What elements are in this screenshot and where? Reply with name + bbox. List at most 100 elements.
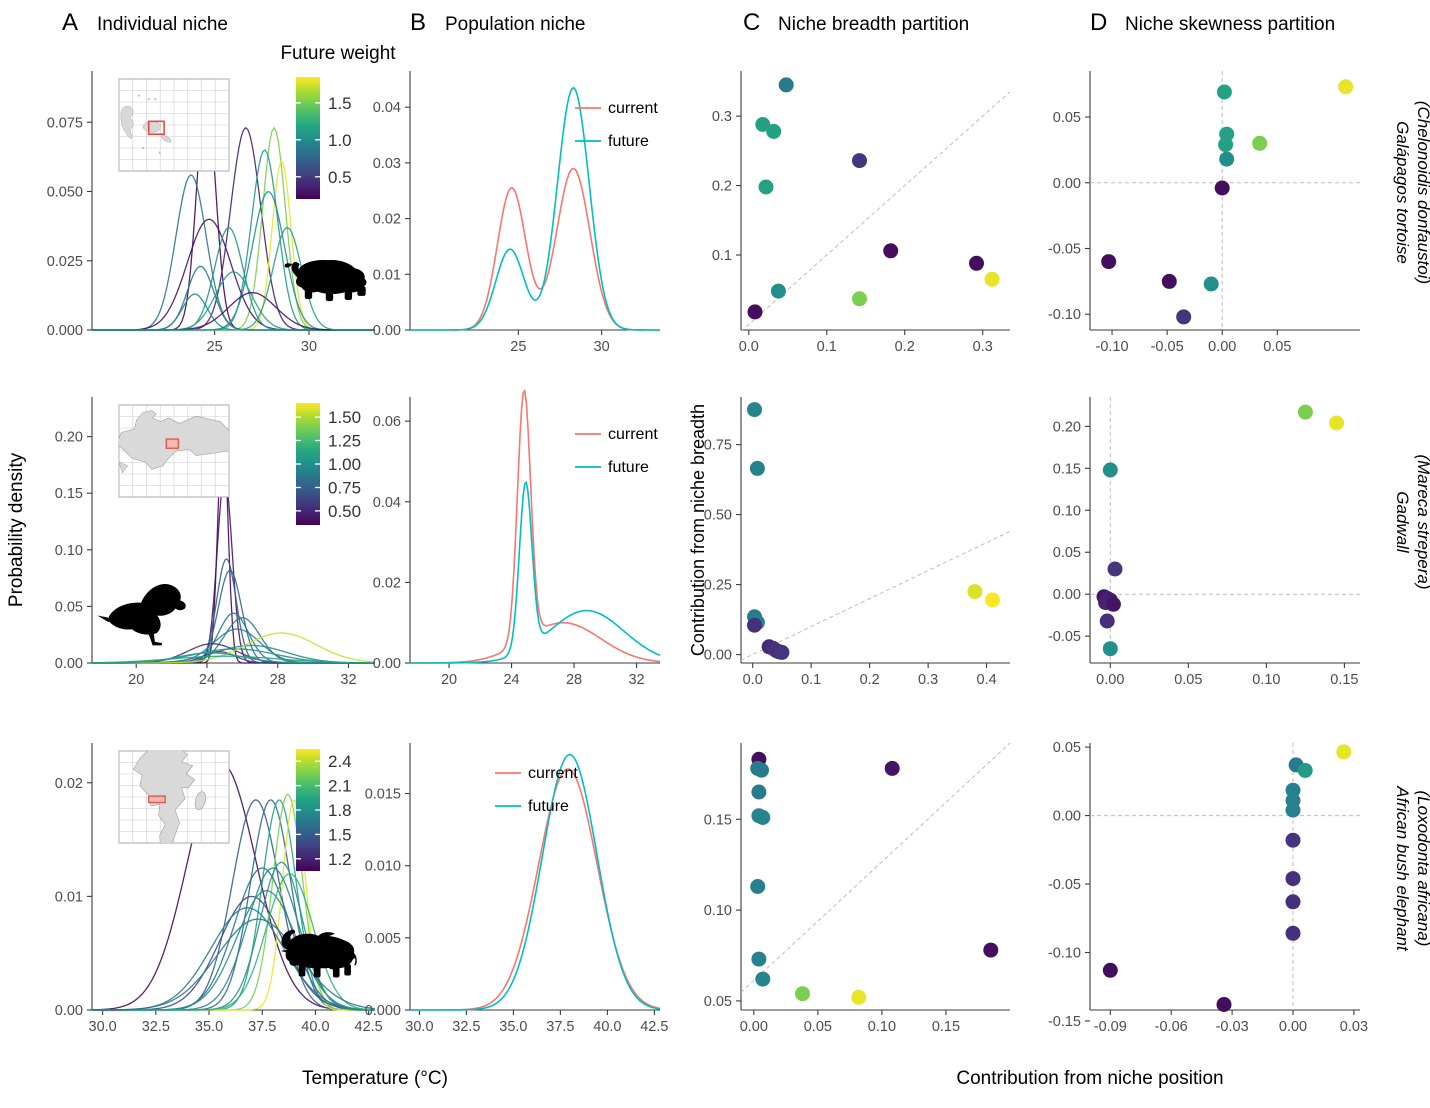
svg-text:0.00: 0.00 [1096, 672, 1124, 688]
svg-text:Galápagos tortoise: Galápagos tortoise [1393, 121, 1412, 264]
svg-text:0.10: 0.10 [704, 903, 732, 919]
svg-text:future: future [608, 133, 649, 150]
svg-text:0.1: 0.1 [801, 672, 821, 688]
svg-text:B: B [410, 9, 426, 36]
svg-text:0.00: 0.00 [1053, 809, 1081, 825]
svg-text:24: 24 [503, 672, 519, 688]
svg-text:1.5: 1.5 [328, 94, 352, 113]
svg-text:0.15: 0.15 [1330, 672, 1358, 688]
svg-text:0.075: 0.075 [47, 115, 83, 131]
svg-text:28: 28 [566, 672, 582, 688]
svg-text:0.00: 0.00 [740, 1019, 768, 1035]
svg-text:2.1: 2.1 [328, 777, 352, 796]
svg-text:20: 20 [128, 672, 144, 688]
svg-text:Population niche: Population niche [445, 14, 586, 35]
svg-text:0.00: 0.00 [373, 323, 401, 339]
svg-text:0.00: 0.00 [1279, 1019, 1307, 1035]
svg-text:Gadwall: Gadwall [1393, 491, 1412, 554]
svg-text:25: 25 [510, 339, 526, 355]
svg-text:25: 25 [207, 339, 223, 355]
svg-text:20: 20 [441, 672, 457, 688]
svg-text:0.00: 0.00 [704, 648, 732, 664]
svg-text:0.010: 0.010 [365, 859, 401, 875]
svg-text:-0.05: -0.05 [1048, 629, 1081, 645]
svg-text:30.0: 30.0 [89, 1019, 117, 1035]
svg-text:1.2: 1.2 [328, 850, 352, 869]
svg-text:Future weight: Future weight [280, 43, 396, 64]
svg-text:0.01: 0.01 [55, 889, 83, 905]
svg-text:0.15: 0.15 [55, 486, 83, 502]
svg-text:35.0: 35.0 [499, 1019, 527, 1035]
svg-text:Individual niche: Individual niche [97, 14, 228, 35]
svg-text:-0.06: -0.06 [1155, 1019, 1188, 1035]
svg-text:0.25: 0.25 [704, 578, 732, 594]
svg-text:0.10: 0.10 [868, 1019, 896, 1035]
svg-text:0.02: 0.02 [373, 575, 401, 591]
svg-text:32.5: 32.5 [142, 1019, 170, 1035]
svg-text:30: 30 [301, 339, 317, 355]
svg-text:Niche breadth partition: Niche breadth partition [778, 14, 969, 35]
svg-text:0.00: 0.00 [1053, 587, 1081, 603]
svg-text:0.2: 0.2 [895, 339, 915, 355]
svg-text:37.5: 37.5 [546, 1019, 574, 1035]
svg-text:future: future [608, 459, 649, 476]
svg-text:42.5: 42.5 [640, 1019, 668, 1035]
svg-text:-0.03: -0.03 [1216, 1019, 1249, 1035]
svg-text:Niche skewness partition: Niche skewness partition [1125, 14, 1335, 35]
svg-text:0.05: 0.05 [704, 994, 732, 1010]
svg-text:0.025: 0.025 [47, 254, 83, 270]
svg-text:0.00: 0.00 [55, 1003, 83, 1019]
svg-text:0.00: 0.00 [373, 656, 401, 672]
svg-text:0.04: 0.04 [373, 495, 401, 511]
svg-text:0.75: 0.75 [704, 438, 732, 454]
svg-text:0.75: 0.75 [328, 479, 361, 498]
svg-text:0.05: 0.05 [1053, 545, 1081, 561]
svg-text:0.50: 0.50 [704, 508, 732, 524]
svg-text:current: current [608, 100, 658, 117]
svg-text:Probability density: Probability density [6, 452, 27, 607]
svg-text:30.0: 30.0 [405, 1019, 433, 1035]
svg-text:0.00: 0.00 [1053, 176, 1081, 192]
svg-text:1.50: 1.50 [328, 408, 361, 427]
svg-text:40.0: 40.0 [593, 1019, 621, 1035]
svg-text:0.05: 0.05 [1263, 339, 1291, 355]
svg-text:0.10: 0.10 [55, 543, 83, 559]
svg-text:0.00: 0.00 [1208, 339, 1236, 355]
svg-text:future: future [528, 798, 569, 815]
svg-text:35.0: 35.0 [195, 1019, 223, 1035]
svg-text:C: C [743, 9, 760, 36]
svg-text:0.000: 0.000 [47, 323, 83, 339]
svg-text:-0.05: -0.05 [1048, 877, 1081, 893]
svg-text:D: D [1090, 9, 1107, 36]
svg-text:0.20: 0.20 [55, 430, 83, 446]
svg-text:0.05: 0.05 [1053, 110, 1081, 126]
svg-text:0.05: 0.05 [804, 1019, 832, 1035]
svg-text:0.3: 0.3 [918, 672, 938, 688]
svg-text:1.00: 1.00 [328, 455, 361, 474]
svg-text:0.3: 0.3 [973, 339, 993, 355]
svg-text:0.20: 0.20 [1053, 419, 1081, 435]
svg-text:(Chelonoidis donfaustoi): (Chelonoidis donfaustoi) [1414, 101, 1430, 284]
svg-text:28: 28 [270, 672, 286, 688]
svg-text:0.50: 0.50 [328, 502, 361, 521]
svg-text:0.0: 0.0 [739, 339, 759, 355]
svg-text:0.15: 0.15 [1053, 461, 1081, 477]
svg-text:0.02: 0.02 [373, 212, 401, 228]
svg-text:0.04: 0.04 [373, 100, 401, 116]
svg-text:current: current [528, 765, 578, 782]
svg-text:40.0: 40.0 [301, 1019, 329, 1035]
svg-text:0.06: 0.06 [373, 414, 401, 430]
svg-text:0.15: 0.15 [932, 1019, 960, 1035]
svg-text:1.25: 1.25 [328, 432, 361, 451]
svg-text:-0.05: -0.05 [1048, 241, 1081, 257]
svg-text:1.0: 1.0 [328, 131, 352, 150]
svg-text:(Loxodonta africana): (Loxodonta africana) [1414, 791, 1430, 947]
svg-text:-0.10: -0.10 [1048, 945, 1081, 961]
svg-text:24: 24 [199, 672, 215, 688]
svg-text:-0.10: -0.10 [1096, 339, 1129, 355]
svg-text:32.5: 32.5 [452, 1019, 480, 1035]
svg-text:30: 30 [594, 339, 610, 355]
svg-text:African bush elephant: African bush elephant [1393, 785, 1412, 952]
svg-text:0.03: 0.03 [373, 156, 401, 172]
svg-text:1.5: 1.5 [328, 825, 352, 844]
